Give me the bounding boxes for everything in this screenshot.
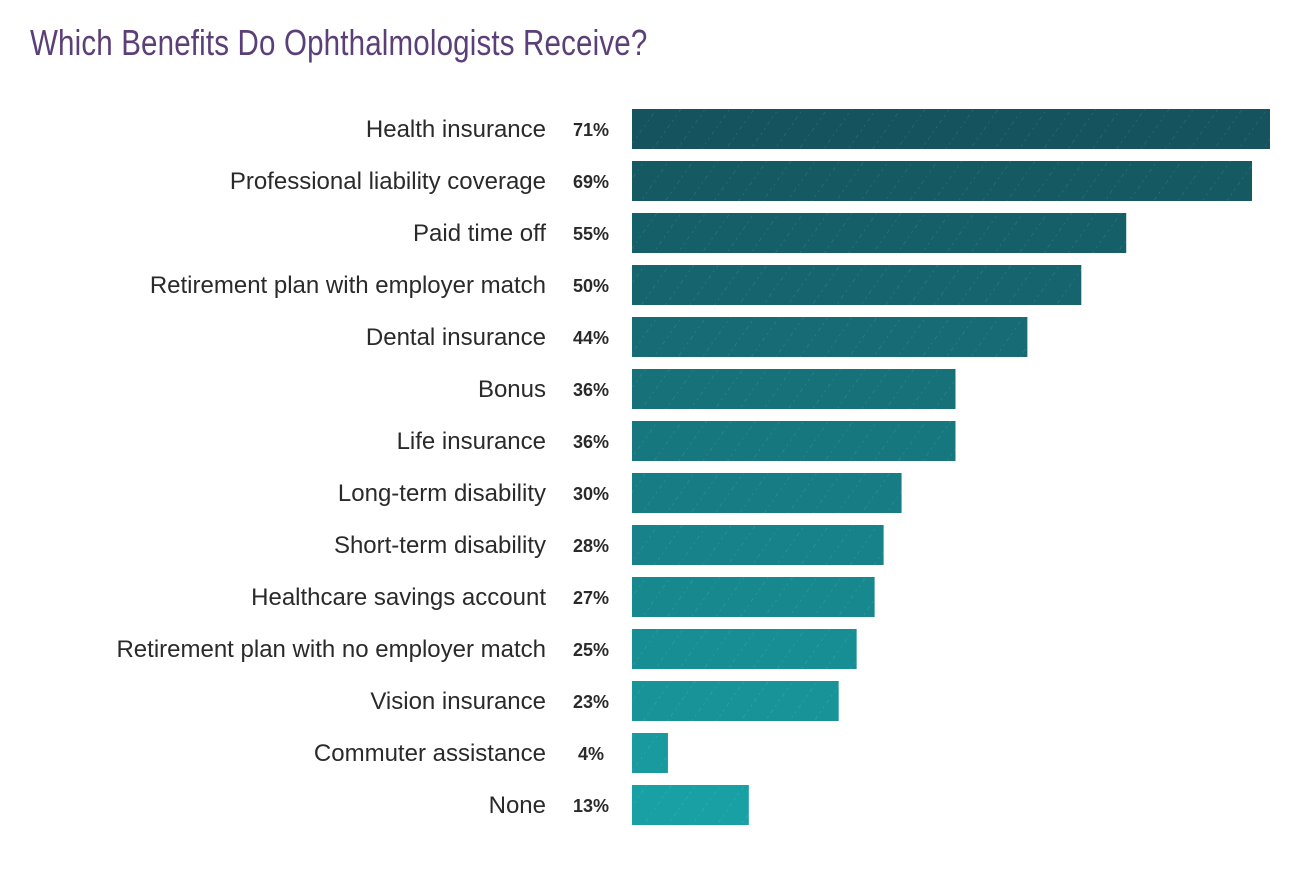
bar-pattern: [632, 525, 884, 565]
bar-pattern: [632, 317, 1028, 357]
category-label: Paid time off: [413, 220, 546, 247]
bar-pattern: [632, 629, 857, 669]
bar-pattern: [632, 473, 902, 513]
category-label: Dental insurance: [366, 324, 546, 351]
bar-pattern: [632, 161, 1253, 201]
data-label: 69%: [573, 172, 609, 192]
category-label: Health insurance: [366, 116, 546, 143]
data-label: 13%: [573, 796, 609, 816]
data-label: 36%: [573, 380, 609, 400]
category-label: Vision insurance: [370, 688, 546, 715]
category-label: Retirement plan with employer match: [150, 272, 546, 299]
data-label: 30%: [573, 484, 609, 504]
bar-pattern: [632, 577, 875, 617]
bar-pattern: [632, 421, 956, 461]
data-label: 28%: [573, 536, 609, 556]
category-label: Long-term disability: [338, 480, 546, 507]
category-label: Healthcare savings account: [251, 584, 546, 611]
bar-pattern: [632, 733, 668, 773]
bar-pattern: [632, 785, 749, 825]
data-label: 44%: [573, 328, 609, 348]
category-label: Bonus: [478, 376, 546, 403]
data-label: 25%: [573, 640, 609, 660]
bar-pattern: [632, 681, 839, 721]
data-label: 4%: [578, 744, 604, 764]
category-label: Short-term disability: [334, 532, 546, 559]
category-label: Professional liability coverage: [230, 168, 546, 195]
data-label: 55%: [573, 224, 609, 244]
category-label: Commuter assistance: [314, 740, 546, 767]
category-label: None: [489, 792, 546, 819]
bar-pattern: [632, 213, 1127, 253]
data-label: 50%: [573, 276, 609, 296]
bar-pattern: [632, 369, 956, 409]
category-label: Life insurance: [397, 428, 546, 455]
chart-title: Which Benefits Do Ophthalmologists Recei…: [30, 22, 648, 63]
data-label: 27%: [573, 588, 609, 608]
category-label: Retirement plan with no employer match: [116, 636, 546, 663]
data-label: 23%: [573, 692, 609, 712]
data-label: 71%: [573, 120, 609, 140]
bar-pattern: [632, 265, 1082, 305]
data-label: 36%: [573, 432, 609, 452]
bar-pattern: [632, 109, 1270, 149]
